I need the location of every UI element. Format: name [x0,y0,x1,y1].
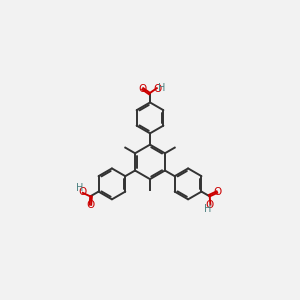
Text: O: O [206,200,214,210]
Text: H: H [76,183,84,193]
Text: O: O [86,200,94,210]
Text: H: H [204,204,212,214]
Text: O: O [79,187,87,197]
Text: H: H [158,83,166,93]
Text: O: O [139,84,147,94]
Text: O: O [213,187,221,197]
Text: O: O [153,84,161,94]
